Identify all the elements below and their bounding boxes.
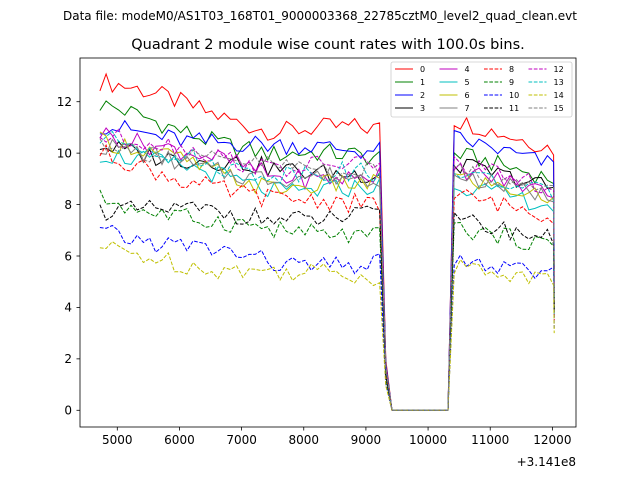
legend-label-11: 11	[509, 104, 519, 113]
series-line-11	[99, 199, 555, 411]
x-tick-label-9000: 9000	[351, 433, 382, 447]
series-line-2	[99, 119, 555, 411]
legend-label-3: 3	[420, 104, 425, 113]
legend-label-12: 12	[554, 65, 564, 74]
y-tick-label-8: 8	[64, 198, 72, 212]
y-tick-label-12: 12	[57, 95, 72, 109]
series-line-9	[99, 189, 555, 411]
x-tick-label-5000: 5000	[102, 433, 133, 447]
x-offset-label: +3.141e8	[517, 455, 576, 469]
chart-title: Quadrant 2 module wise count rates with …	[131, 37, 525, 53]
series-line-0	[99, 72, 555, 411]
y-tick-label-10: 10	[57, 146, 72, 160]
series-line-13	[99, 130, 555, 411]
figure-suptitle: Data file: modeM0/AS1T03_168T01_90000033…	[63, 9, 577, 23]
series-line-10	[99, 224, 555, 411]
legend-label-8: 8	[509, 65, 514, 74]
x-tick-label-8000: 8000	[288, 433, 319, 447]
series-line-14	[99, 241, 555, 411]
series-line-1	[99, 100, 555, 411]
legend-label-13: 13	[554, 78, 564, 87]
legend-label-5: 5	[465, 78, 470, 87]
x-tick-label-10000: 10000	[409, 433, 447, 447]
y-tick-label-4: 4	[64, 301, 72, 315]
series-line-7	[99, 138, 555, 411]
series-lines	[99, 72, 555, 411]
legend-box	[390, 61, 573, 118]
legend-label-14: 14	[554, 91, 564, 100]
x-tick-label-12000: 12000	[533, 433, 571, 447]
series-line-15	[99, 138, 555, 411]
legend-label-7: 7	[465, 104, 470, 113]
plot-area: 5000 6000 7000 8000 9000 10000 11000 12000 0 2 4 6 8…	[57, 57, 577, 447]
series-line-5	[99, 149, 555, 411]
x-tick-label-11000: 11000	[471, 433, 509, 447]
series-line-6	[99, 131, 555, 411]
legend-label-9: 9	[509, 78, 514, 87]
x-tick-label-6000: 6000	[164, 433, 195, 447]
legend-label-2: 2	[420, 91, 425, 100]
legend-label-4: 4	[465, 65, 470, 74]
axes-frame	[79, 57, 577, 428]
legend-label-10: 10	[509, 91, 519, 100]
y-tick-label-0: 0	[64, 404, 72, 418]
legend-label-15: 15	[554, 104, 564, 113]
x-tick-label-7000: 7000	[226, 433, 257, 447]
y-tick-label-2: 2	[64, 352, 72, 366]
legend-label-6: 6	[465, 91, 470, 100]
legend-label-0: 0	[420, 65, 425, 74]
series-line-8	[99, 144, 555, 411]
y-tick-label-6: 6	[64, 249, 72, 263]
legend-label-1: 1	[420, 78, 425, 87]
series-line-12	[99, 127, 555, 411]
